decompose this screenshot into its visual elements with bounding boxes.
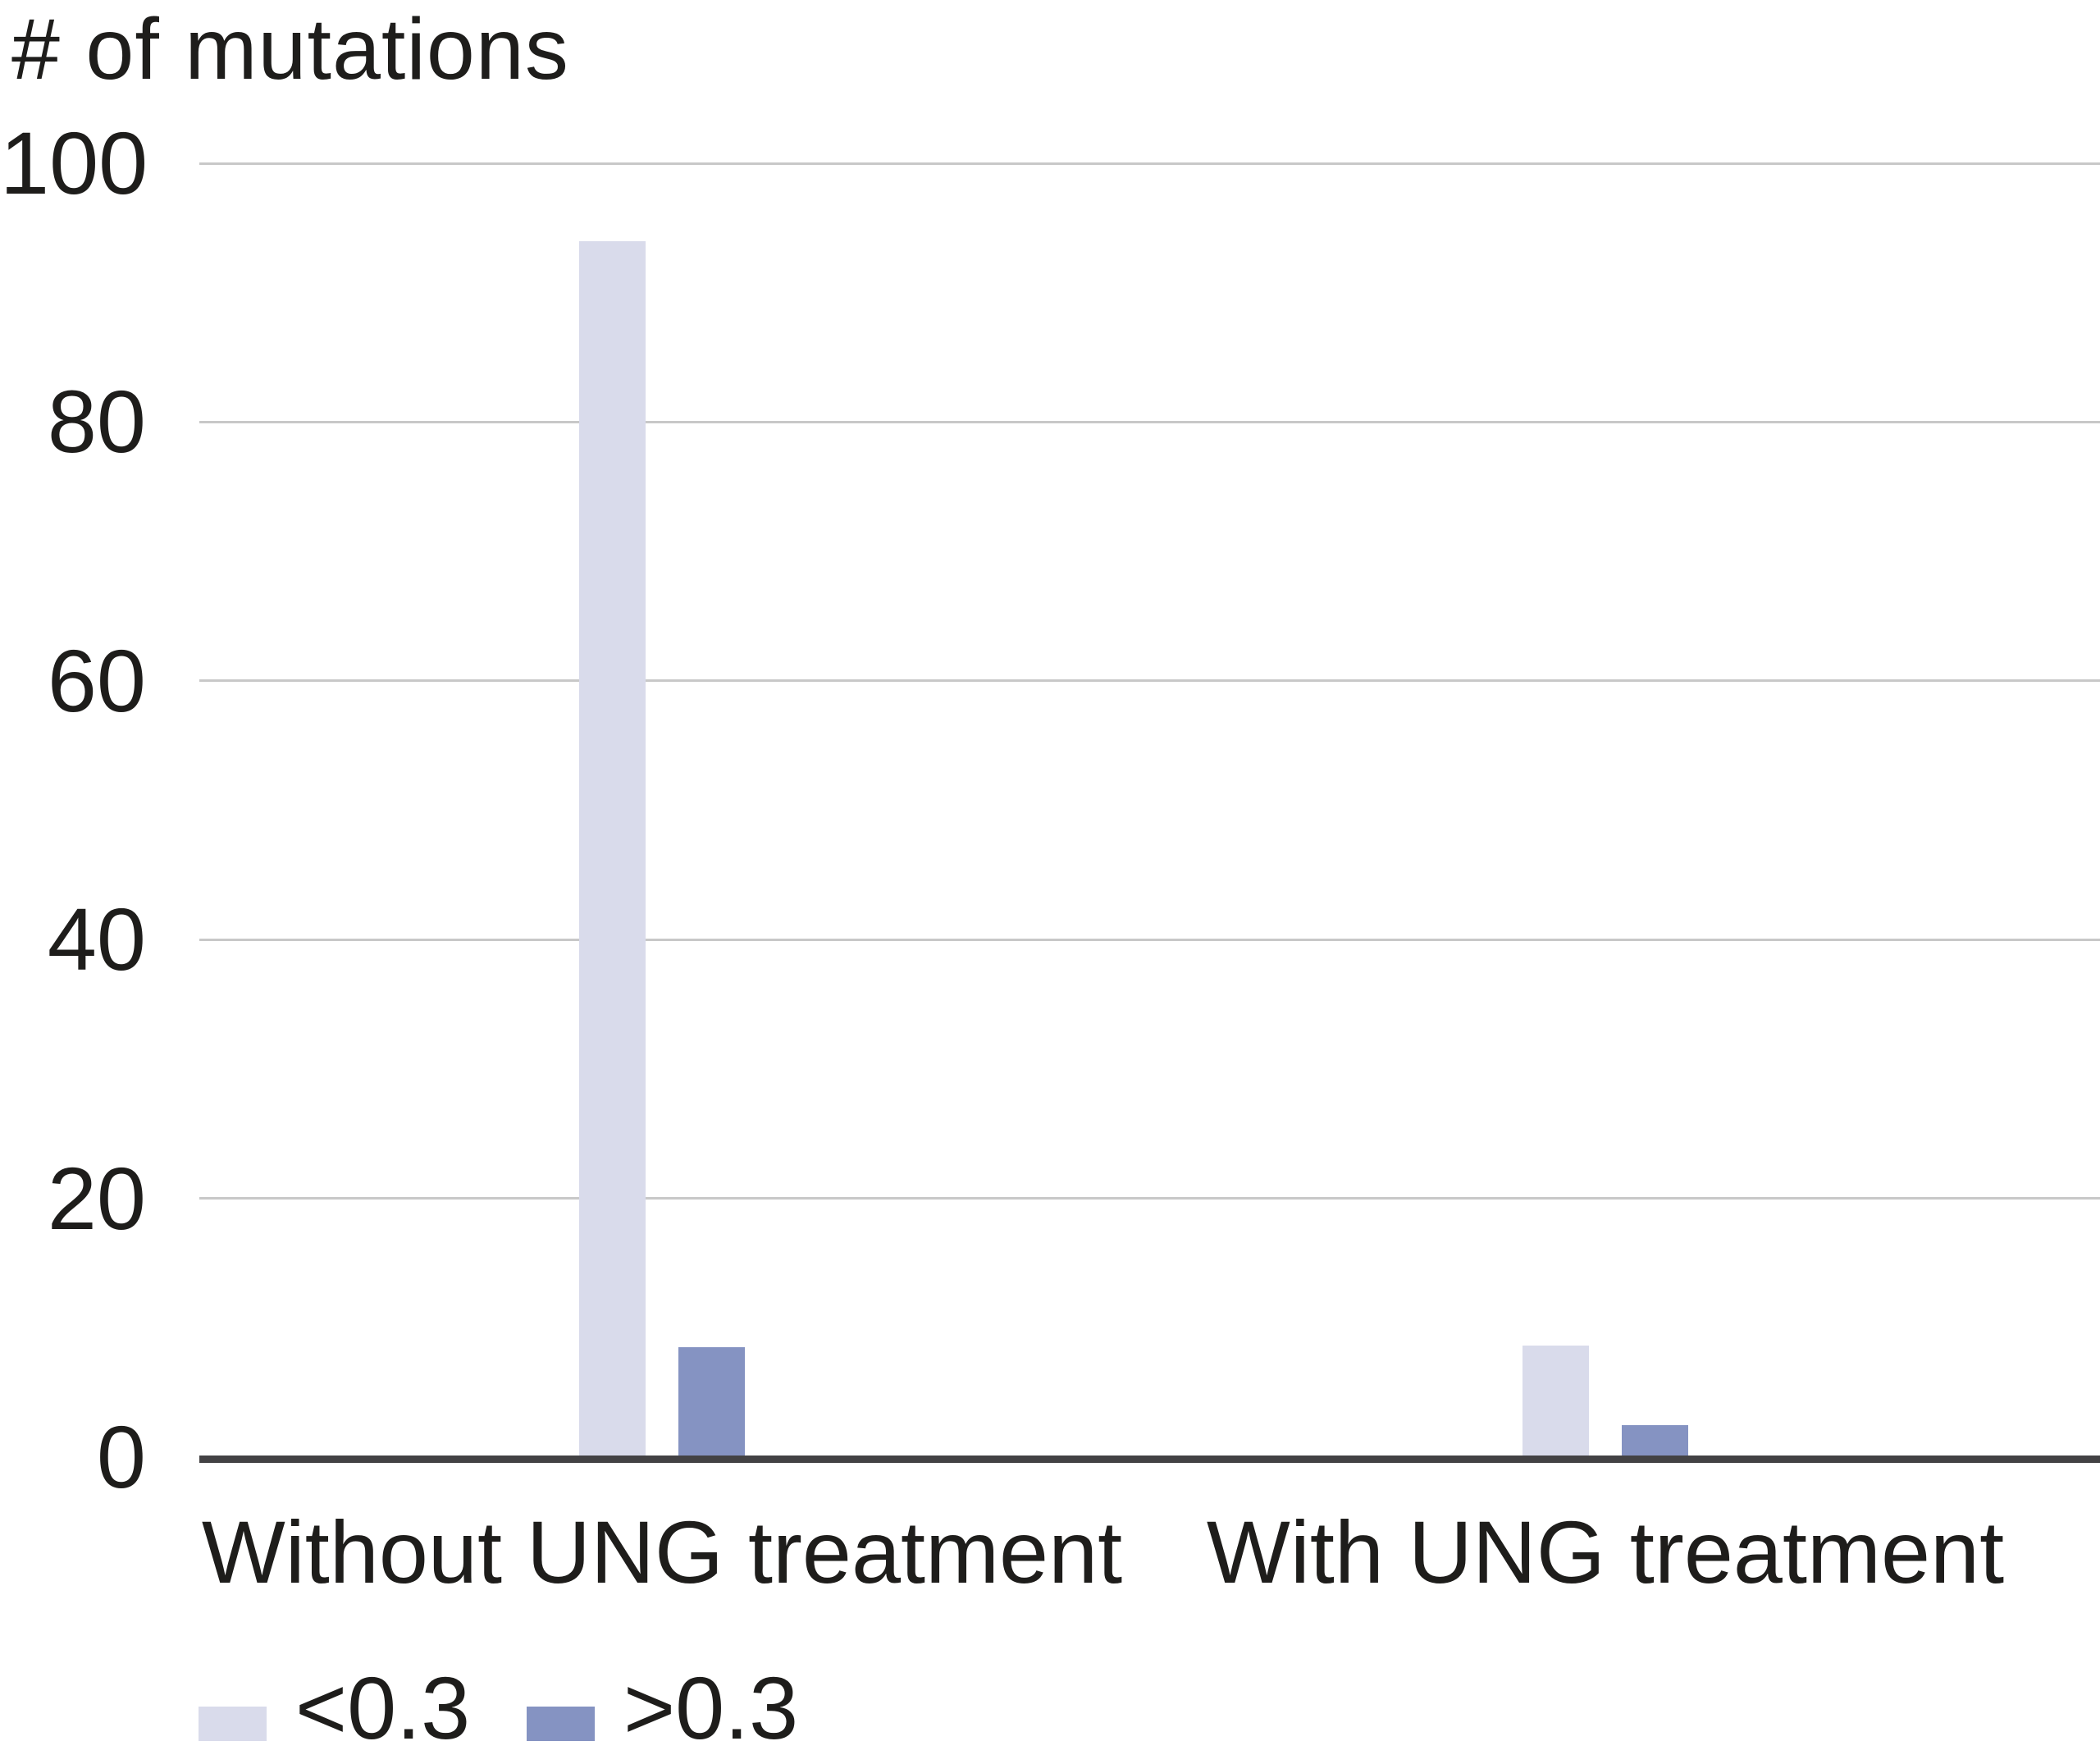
legend-swatch-gt0.3 (527, 1707, 595, 1741)
gridline-y80 (199, 420, 2100, 423)
chart-title: # of mutations (11, 1, 569, 98)
y-axis-tick-label-40: 40 (47, 889, 146, 989)
bar-without-ung-gt0.3 (678, 1346, 745, 1457)
y-axis-tick-label-0: 0 (96, 1407, 146, 1506)
legend-swatch-lt0.3 (199, 1707, 267, 1741)
category-label-without-ung: Without UNG treatment (201, 1502, 1123, 1602)
legend-label-gt0.3: >0.3 (623, 1658, 799, 1757)
category-label-with-ung: With UNG treatment (1206, 1502, 2005, 1602)
legend-label-lt0.3: <0.3 (295, 1658, 471, 1757)
y-axis-tick-label-100: 100 (0, 113, 148, 213)
bar-with-ung-lt0.3 (1522, 1346, 1589, 1457)
gridline-y40 (199, 938, 2100, 941)
gridline-y60 (199, 679, 2100, 683)
y-axis-tick-label-20: 20 (47, 1148, 146, 1248)
gridline-y100 (199, 162, 2100, 165)
bar-without-ung-lt0.3 (579, 240, 646, 1457)
bar-with-ung-gt0.3 (1622, 1424, 1688, 1457)
gridline-y20 (199, 1197, 2100, 1200)
x-axis-line (199, 1456, 2100, 1463)
y-axis-tick-label-80: 80 (47, 372, 146, 472)
y-axis-tick-label-60: 60 (47, 630, 146, 730)
